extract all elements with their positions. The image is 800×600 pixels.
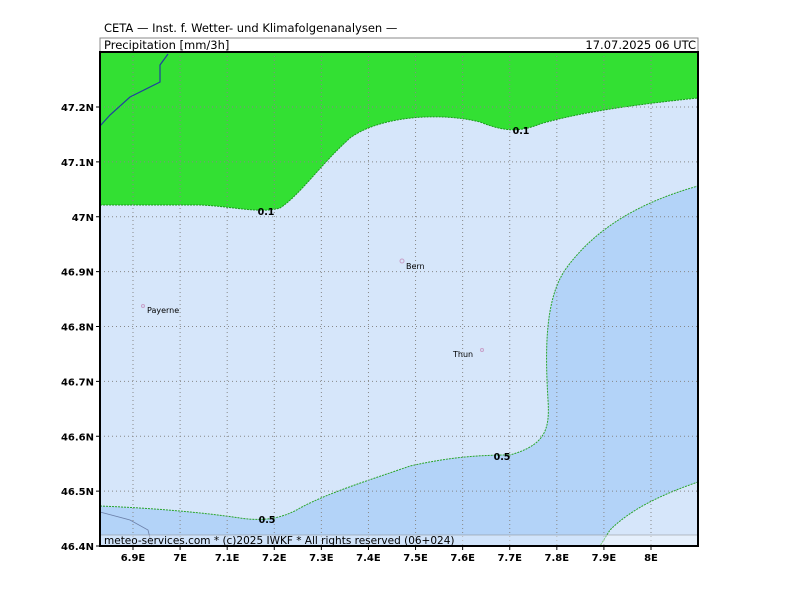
border-line [99,53,169,127]
parameter: Precipitation [mm/3h] [104,38,229,52]
contour-label: 0.1 [258,207,275,218]
city-marker [480,348,484,352]
lon-tick-label: 7.8E [545,553,570,564]
lat-tick-label: 47.2N [61,103,94,114]
lat-tick-label: 46.4N [61,542,94,553]
lat-tick-label: 46.6N [61,432,94,443]
lon-tick-label: 6.9E [121,553,146,564]
header-title: CETA — Inst. f. Wetter- und Klimafolgena… [104,21,397,35]
lat-tick-label: 46.5N [61,487,94,498]
lat-tick-label: 47.1N [61,158,94,169]
lon-tick-label: 8E [644,553,658,564]
lon-tick-label: 7.6E [450,553,475,564]
contour-label: 0.1 [513,126,530,137]
lon-tick-label: 7.2E [262,553,287,564]
lat-tick-label: 46.7N [61,377,94,388]
map-area: Bern Thun Payerne 0.1 0.1 0.5 0.5 meteo-… [99,51,699,547]
lon-tick-label: 7.7E [497,553,522,564]
city-marker [399,258,405,264]
lat-tick-label: 46.8N [61,323,94,334]
map-frame [99,51,699,547]
contour-label: 0.5 [259,515,276,526]
border-line [99,511,153,547]
lon-tick-label: 7.5E [403,553,428,564]
city-marker [141,304,145,308]
lon-tick-label: 7.1E [215,553,240,564]
lon-tick-label: 7.9E [592,553,617,564]
axes: 6.9E 7E 7.1E 7.2E 7.3E 7.4E 7.5E 7.6E 7.7E 7.8E 7.… [61,103,658,564]
contour-label: 0.5 [494,452,511,463]
city-label: Thun [452,350,473,359]
footer-box [100,535,698,546]
region-above-0-1 [99,51,699,211]
lat-tick-label: 46.9N [61,268,94,279]
lat-tick-label: 47N [72,213,94,224]
valid-time: 17.07.2025 06 UTC [585,38,696,52]
city-label: Bern [406,262,425,271]
lon-tick-label: 7E [173,553,187,564]
lon-tick-label: 7.4E [356,553,381,564]
city-label: Payerne [147,306,179,315]
lon-tick-label: 7.3E [309,553,334,564]
footer: meteo-services.com * (c)2025 IWKF * All … [104,535,455,547]
